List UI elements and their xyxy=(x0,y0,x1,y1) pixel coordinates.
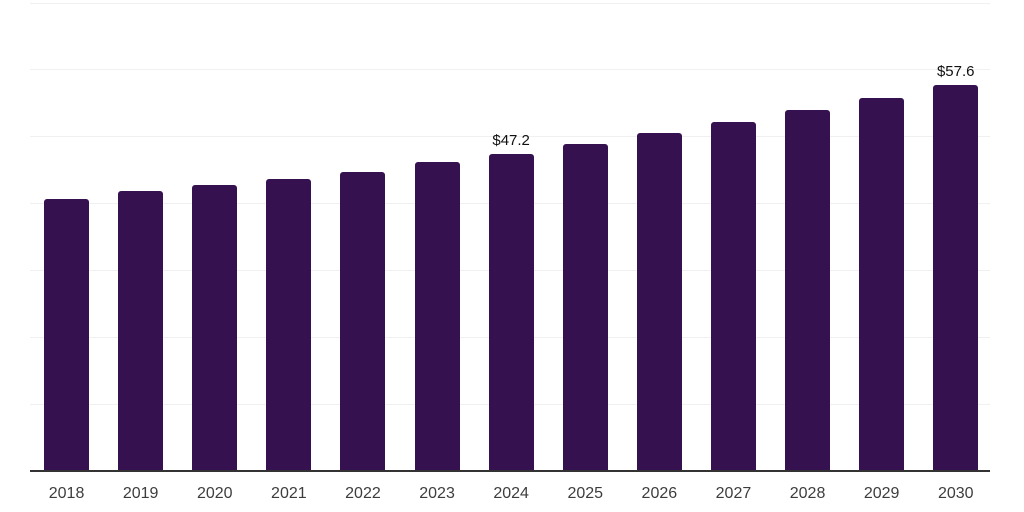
x-tick-label-2030: 2030 xyxy=(937,485,974,502)
x-tick-label-2029: 2029 xyxy=(863,485,900,502)
x-tick-label-2021: 2021 xyxy=(271,485,307,502)
x-tick-label-2020: 2020 xyxy=(196,485,233,502)
gridline xyxy=(29,136,990,138)
bar-2028 xyxy=(785,110,831,470)
bar-2029 xyxy=(859,97,905,470)
x-tick-label-2027: 2027 xyxy=(715,485,752,502)
bar-2027 xyxy=(710,121,756,470)
bar-2026 xyxy=(636,133,682,470)
data-label-2030: $57.6 xyxy=(936,62,975,80)
x-tick-label-2024: 2024 xyxy=(493,485,529,502)
x-axis-line xyxy=(29,469,990,472)
data-label-2024: $47.2 xyxy=(492,132,530,150)
bar-2021 xyxy=(266,179,312,470)
bar-2025 xyxy=(562,143,608,470)
gridline xyxy=(29,69,990,71)
bar-2022 xyxy=(340,171,386,470)
bar-2020 xyxy=(192,185,238,470)
gridline xyxy=(29,2,990,4)
bar-2018 xyxy=(44,198,90,470)
x-tick-label-2026: 2026 xyxy=(641,485,678,502)
x-tick-label-2023: 2023 xyxy=(419,485,455,502)
x-tick-label-2022: 2022 xyxy=(345,485,381,502)
bar-2024 xyxy=(488,154,534,470)
x-tick-label-2019: 2019 xyxy=(122,485,159,502)
bar-2019 xyxy=(118,191,164,470)
x-tick-label-2028: 2028 xyxy=(789,485,826,502)
bar-2023 xyxy=(414,162,460,470)
bar-2030 xyxy=(933,84,979,470)
x-tick-label-2018: 2018 xyxy=(48,485,85,502)
x-tick-label-2025: 2025 xyxy=(567,485,604,502)
